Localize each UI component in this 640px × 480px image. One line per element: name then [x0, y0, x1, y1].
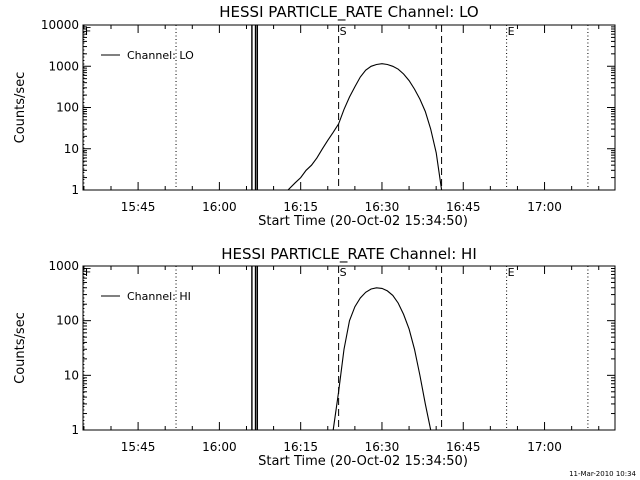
legend-label: Channel: LO: [127, 49, 194, 62]
x-tick-label: 15:45: [121, 440, 156, 454]
y-tick-label: 1: [71, 423, 79, 437]
x-axis-label: Start Time (20-Oct-02 15:34:50): [258, 214, 468, 229]
footer-timestamp: 11-Mar-2010 10:34: [569, 470, 636, 478]
panel-channel-hi: HESSI PARTICLE_RATE Channel: HI F S E 1 10 100…: [13, 245, 616, 469]
marker-label: F: [85, 266, 91, 279]
marker-label: E: [508, 25, 515, 38]
y-tick-label: 1: [71, 183, 79, 197]
panel-channel-lo: HESSI PARTICLE_RATE Channel: LO F S E 1 10 100…: [13, 3, 616, 229]
y-axis-label: Counts/sec: [13, 312, 28, 384]
x-tick-label: 17:00: [527, 440, 562, 454]
x-tick-label: 17:00: [527, 200, 562, 214]
legend-label: Channel: HI: [127, 290, 191, 303]
series-line: [332, 287, 432, 431]
marker-label: E: [508, 266, 515, 279]
marker-label: F: [85, 25, 91, 38]
series-line: [287, 63, 443, 191]
x-tick-label: 16:45: [446, 200, 481, 214]
x-tick-label: 16:15: [283, 200, 318, 214]
y-tick-label: 100: [56, 314, 79, 328]
marker-label: S: [340, 25, 347, 38]
y-tick-label: 10: [64, 368, 79, 382]
plot-frame: [82, 265, 616, 431]
chart-title: HESSI PARTICLE_RATE Channel: HI: [221, 245, 477, 264]
y-tick-label: 1000: [48, 259, 79, 273]
x-tick-label: 16:00: [202, 200, 237, 214]
y-axis-label: Counts/sec: [13, 72, 28, 144]
x-tick-label: 16:45: [446, 440, 481, 454]
y-tick-label: 1000: [48, 59, 79, 73]
marker-label: S: [340, 266, 347, 279]
x-tick-label: 15:45: [121, 200, 156, 214]
y-tick-label: 10: [64, 142, 79, 156]
x-tick-label: 16:30: [365, 200, 400, 214]
y-tick-label: 100: [56, 101, 79, 115]
y-tick-label: 10000: [41, 18, 79, 32]
x-tick-label: 16:15: [283, 440, 318, 454]
chart-title: HESSI PARTICLE_RATE Channel: LO: [219, 3, 478, 22]
x-tick-label: 16:00: [202, 440, 237, 454]
x-tick-label: 16:30: [365, 440, 400, 454]
x-axis-label: Start Time (20-Oct-02 15:34:50): [258, 454, 468, 469]
